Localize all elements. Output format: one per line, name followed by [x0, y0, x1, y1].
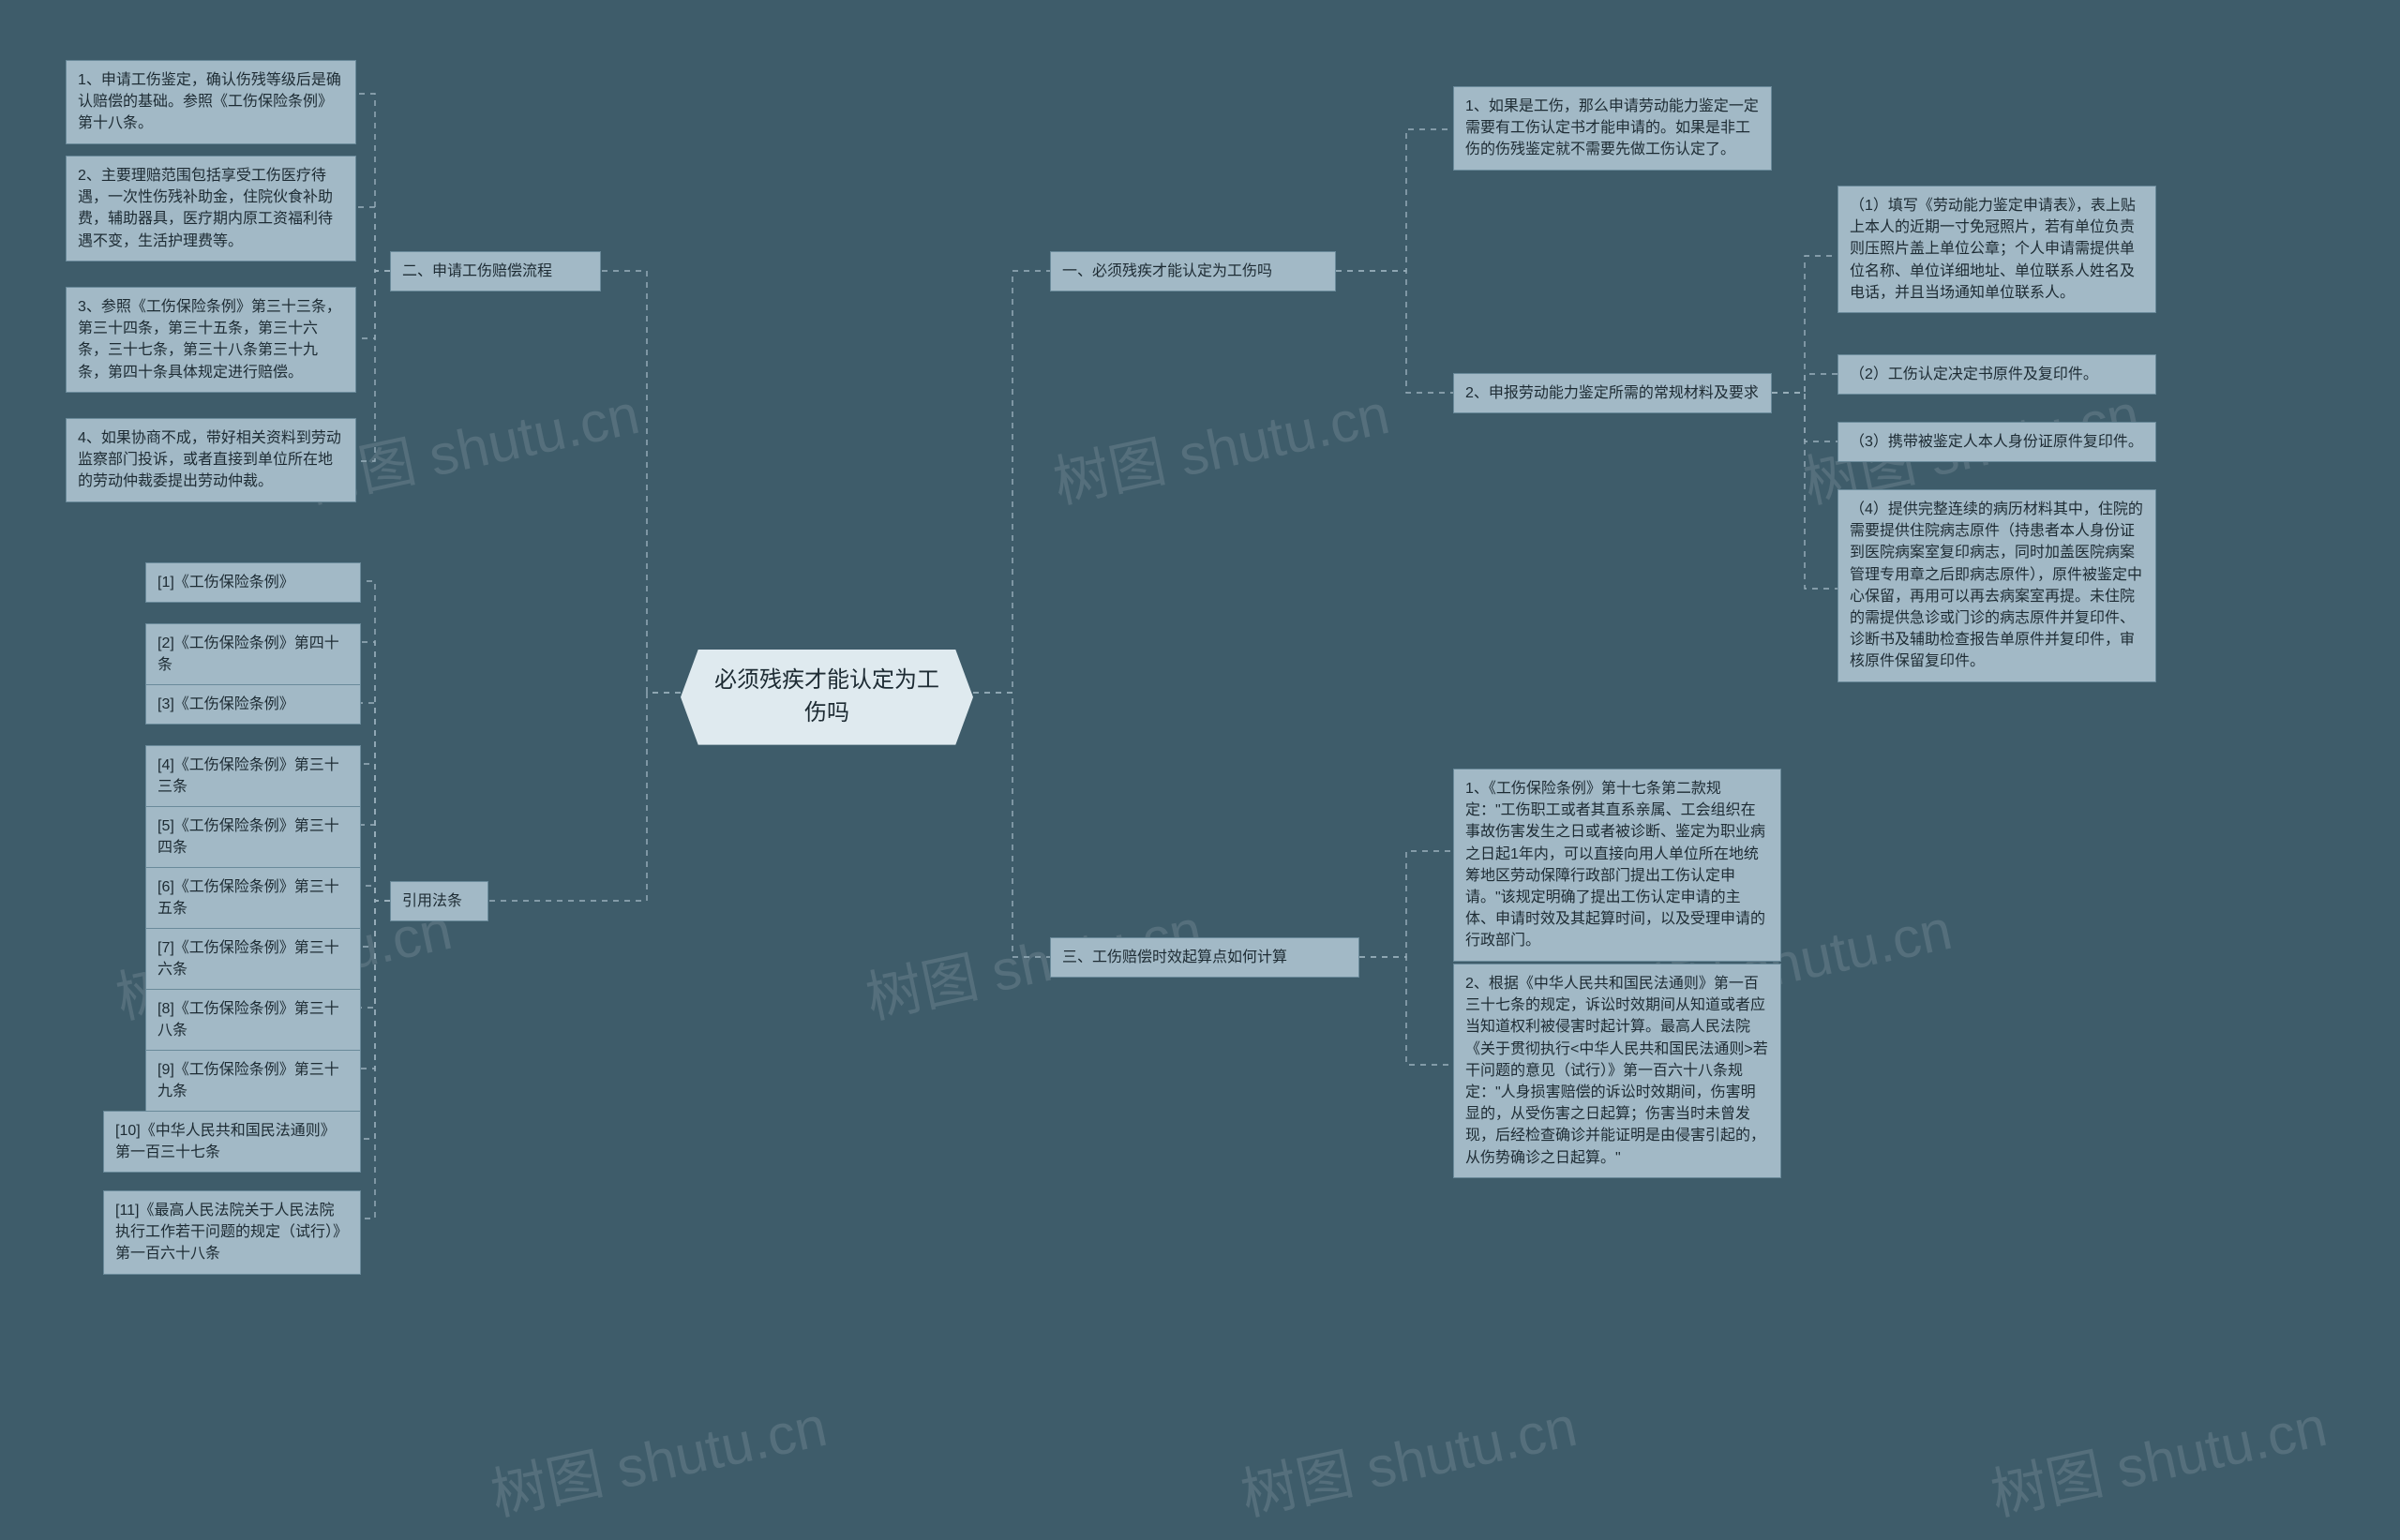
leaf-law-1: [1]《工伤保险条例》	[145, 562, 361, 603]
leaf-time-1: 1、《工伤保险条例》第十七条第二款规定："工伤职工或者其直系亲属、工会组织在事故…	[1453, 769, 1781, 962]
leaf-law-4: [4]《工伤保险条例》第三十三条	[145, 745, 361, 807]
watermark: 树图 shutu.cn	[483, 1381, 833, 1532]
watermark: 树图 shutu.cn	[1233, 1381, 1583, 1532]
leaf-proc-3: 3、参照《工伤保险条例》第三十三条，第三十四条，第三十五条，第三十六条，三十七条…	[66, 287, 356, 393]
leaf-proc-4: 4、如果协商不成，带好相关资料到劳动监察部门投诉，或者直接到单位所在地的劳动仲裁…	[66, 418, 356, 502]
leaf-must-1: 1、如果是工伤，那么申请劳动能力鉴定一定需要有工伤认定书才能申请的。如果是非工伤…	[1453, 86, 1772, 171]
leaf-mat-2: （2）工伤认定决定书原件及复印件。	[1838, 354, 2156, 395]
branch-must: 一、必须残疾才能认定为工伤吗	[1050, 251, 1336, 292]
watermark: 树图 shutu.cn	[1045, 368, 1396, 519]
branch-process: 二、申请工伤赔偿流程	[390, 251, 601, 292]
leaf-mat-4: （4）提供完整连续的病历材料其中，住院的需要提供住院病志原件（持患者本人身份证到…	[1838, 489, 2156, 682]
leaf-proc-1: 1、申请工伤鉴定，确认伤残等级后是确认赔偿的基础。参照《工伤保险条例》第十八条。	[66, 60, 356, 144]
leaf-time-2: 2、根据《中华人民共和国民法通则》第一百三十七条的规定，诉讼时效期间从知道或者应…	[1453, 964, 1781, 1178]
center-node: 必须残疾才能认定为工伤吗	[681, 650, 973, 745]
leaf-law-2: [2]《工伤保险条例》第四十条	[145, 623, 361, 685]
leaf-proc-2: 2、主要理赔范围包括享受工伤医疗待遇，一次性伤残补助金，住院伙食补助费，辅助器具…	[66, 156, 356, 262]
leaf-law-11: [11]《最高人民法院关于人民法院执行工作若干问题的规定（试行）》第一百六十八条	[103, 1190, 361, 1275]
leaf-law-10: [10]《中华人民共和国民法通则》第一百三十七条	[103, 1111, 361, 1173]
leaf-law-5: [5]《工伤保险条例》第三十四条	[145, 806, 361, 868]
branch-time: 三、工伤赔偿时效起算点如何计算	[1050, 937, 1359, 978]
leaf-law-9: [9]《工伤保险条例》第三十九条	[145, 1050, 361, 1112]
leaf-law-3: [3]《工伤保险条例》	[145, 684, 361, 725]
branch-law: 引用法条	[390, 881, 488, 921]
leaf-law-8: [8]《工伤保险条例》第三十八条	[145, 989, 361, 1051]
leaf-mat-3: （3）携带被鉴定人本人身份证原件复印件。	[1838, 422, 2156, 462]
branch-materials: 2、申报劳动能力鉴定所需的常规材料及要求	[1453, 373, 1772, 413]
leaf-law-6: [6]《工伤保险条例》第三十五条	[145, 867, 361, 929]
leaf-mat-1: （1）填写《劳动能力鉴定申请表》，表上贴上本人的近期一寸免冠照片，若有单位负责则…	[1838, 186, 2156, 313]
watermark: 树图 shutu.cn	[1983, 1381, 2333, 1532]
center-label: 必须残疾才能认定为工伤吗	[714, 667, 939, 725]
leaf-law-7: [7]《工伤保险条例》第三十六条	[145, 928, 361, 990]
